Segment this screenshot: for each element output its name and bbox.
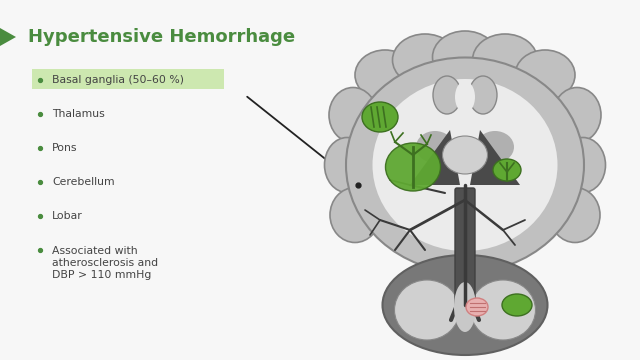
Ellipse shape <box>330 188 380 243</box>
Polygon shape <box>470 130 520 185</box>
Ellipse shape <box>385 143 440 191</box>
Ellipse shape <box>362 102 398 132</box>
Ellipse shape <box>455 81 475 113</box>
Text: Basal ganglia (50–60 %): Basal ganglia (50–60 %) <box>52 75 184 85</box>
Text: Associated with: Associated with <box>52 246 138 256</box>
Ellipse shape <box>472 34 538 86</box>
Text: DBP > 110 mmHg: DBP > 110 mmHg <box>52 270 152 280</box>
Ellipse shape <box>378 82 552 248</box>
Polygon shape <box>410 130 460 185</box>
Ellipse shape <box>394 280 460 340</box>
Ellipse shape <box>383 255 547 355</box>
Text: Cerebellum: Cerebellum <box>52 177 115 187</box>
Text: Hypertensive Hemorrhage: Hypertensive Hemorrhage <box>28 28 295 46</box>
Ellipse shape <box>550 188 600 243</box>
Ellipse shape <box>515 50 575 100</box>
FancyBboxPatch shape <box>32 69 224 89</box>
Ellipse shape <box>466 298 488 316</box>
Ellipse shape <box>392 34 458 86</box>
Ellipse shape <box>346 58 584 273</box>
Text: atherosclerosis and: atherosclerosis and <box>52 258 158 268</box>
Ellipse shape <box>324 138 369 193</box>
Ellipse shape <box>493 159 521 181</box>
Ellipse shape <box>469 76 497 114</box>
Ellipse shape <box>502 294 532 316</box>
Text: Thalamus: Thalamus <box>52 109 105 119</box>
Ellipse shape <box>433 76 461 114</box>
Ellipse shape <box>329 87 377 143</box>
Polygon shape <box>0 28 16 46</box>
Ellipse shape <box>476 131 514 163</box>
Ellipse shape <box>442 136 488 174</box>
FancyBboxPatch shape <box>455 188 475 312</box>
Text: Lobar: Lobar <box>52 211 83 221</box>
Text: Pons: Pons <box>52 143 77 153</box>
Ellipse shape <box>561 138 605 193</box>
Ellipse shape <box>470 280 536 340</box>
Ellipse shape <box>454 282 476 332</box>
Ellipse shape <box>372 79 557 251</box>
Ellipse shape <box>433 31 497 83</box>
Ellipse shape <box>416 131 454 163</box>
Ellipse shape <box>553 87 601 143</box>
Ellipse shape <box>355 50 415 100</box>
